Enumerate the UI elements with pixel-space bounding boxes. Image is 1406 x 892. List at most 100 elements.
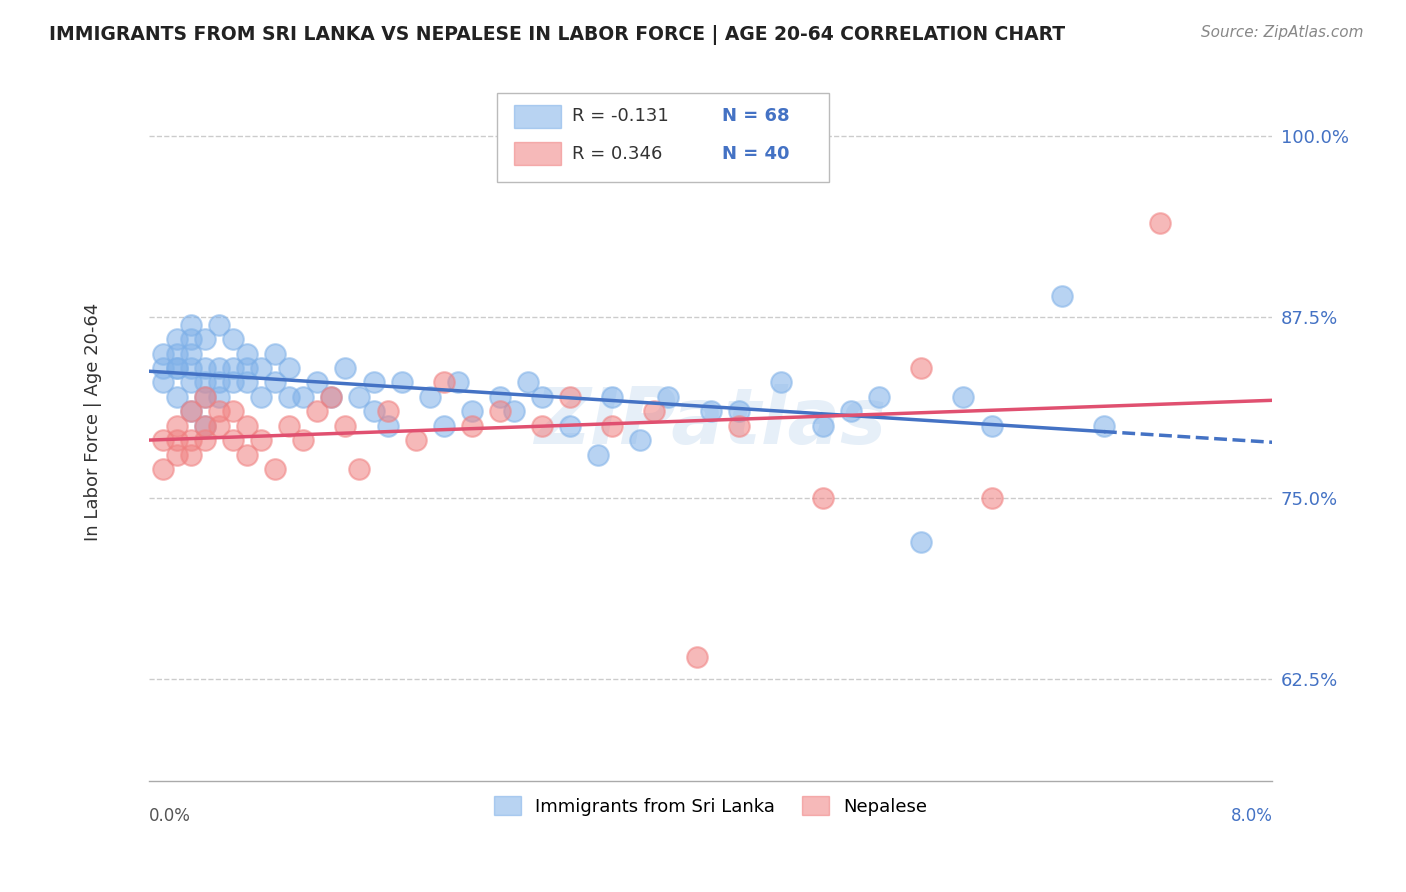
Point (1149, 216, 1171, 230)
Point (349, 462, 371, 476)
Point (292, 390, 315, 404)
Point (560, 390, 582, 404)
Point (278, 418, 301, 433)
Point (600, 390, 623, 404)
Point (377, 404, 399, 418)
Point (166, 448, 188, 462)
Point (152, 361, 174, 376)
Point (152, 376, 174, 390)
Point (152, 462, 174, 476)
Point (166, 361, 188, 376)
Point (531, 418, 554, 433)
Point (335, 361, 357, 376)
Point (208, 318, 231, 332)
Point (180, 448, 202, 462)
Point (250, 361, 273, 376)
Point (194, 418, 217, 433)
Text: IMMIGRANTS FROM SRI LANKA VS NEPALESE IN LABOR FORCE | AGE 20-64 CORRELATION CHA: IMMIGRANTS FROM SRI LANKA VS NEPALESE IN… (49, 25, 1066, 45)
Point (391, 376, 413, 390)
Point (194, 361, 217, 376)
Point (321, 390, 343, 404)
Point (419, 390, 441, 404)
Point (236, 376, 259, 390)
Point (628, 434, 651, 448)
Point (264, 462, 287, 476)
Point (839, 404, 862, 418)
Point (727, 418, 749, 433)
Point (222, 404, 245, 418)
Point (166, 346, 188, 360)
Text: R = 0.346: R = 0.346 (572, 145, 662, 162)
Point (194, 376, 217, 390)
Point (980, 418, 1002, 433)
Point (307, 376, 329, 390)
Point (152, 434, 174, 448)
Point (363, 404, 385, 418)
Legend: Immigrants from Sri Lanka, Nepalese: Immigrants from Sri Lanka, Nepalese (486, 789, 935, 823)
Point (811, 418, 834, 433)
Point (236, 448, 259, 462)
Point (685, 650, 707, 665)
Point (166, 418, 188, 433)
Point (307, 404, 329, 418)
Text: N = 68: N = 68 (721, 107, 790, 126)
Point (769, 376, 792, 390)
Point (517, 376, 540, 390)
FancyBboxPatch shape (515, 105, 561, 128)
Point (600, 418, 623, 433)
Point (560, 418, 582, 433)
Point (433, 376, 456, 390)
Point (222, 434, 245, 448)
Text: 8.0%: 8.0% (1230, 806, 1272, 824)
Point (180, 318, 202, 332)
Point (461, 418, 484, 433)
Point (699, 404, 721, 418)
Point (335, 418, 357, 433)
Point (166, 390, 188, 404)
Point (250, 434, 273, 448)
Point (503, 404, 526, 418)
Point (180, 376, 202, 390)
Point (980, 491, 1002, 506)
Point (180, 434, 202, 448)
Point (250, 390, 273, 404)
Point (643, 404, 665, 418)
Point (349, 390, 371, 404)
Point (727, 404, 749, 418)
Point (222, 361, 245, 376)
Point (236, 418, 259, 433)
Point (531, 390, 554, 404)
Point (180, 404, 202, 418)
Point (194, 434, 217, 448)
Text: N = 40: N = 40 (721, 145, 789, 162)
Point (222, 376, 245, 390)
Text: In Labor Force | Age 20-64: In Labor Force | Age 20-64 (83, 303, 101, 541)
Point (952, 390, 974, 404)
Point (1092, 418, 1115, 433)
Point (588, 448, 610, 462)
Point (657, 390, 679, 404)
Point (222, 332, 245, 346)
Point (208, 418, 231, 433)
Point (264, 376, 287, 390)
FancyBboxPatch shape (515, 142, 561, 165)
Point (292, 434, 315, 448)
Point (208, 404, 231, 418)
Point (461, 404, 484, 418)
Point (194, 418, 217, 433)
Point (180, 332, 202, 346)
Point (208, 361, 231, 376)
Point (447, 376, 470, 390)
Point (910, 534, 932, 549)
Text: Source: ZipAtlas.com: Source: ZipAtlas.com (1201, 25, 1364, 40)
Text: 0.0%: 0.0% (149, 806, 191, 824)
Point (377, 418, 399, 433)
Point (433, 418, 456, 433)
Point (180, 404, 202, 418)
Point (405, 434, 427, 448)
Point (278, 390, 301, 404)
Text: R = -0.131: R = -0.131 (572, 107, 669, 126)
Point (166, 332, 188, 346)
Point (208, 390, 231, 404)
Point (236, 346, 259, 360)
